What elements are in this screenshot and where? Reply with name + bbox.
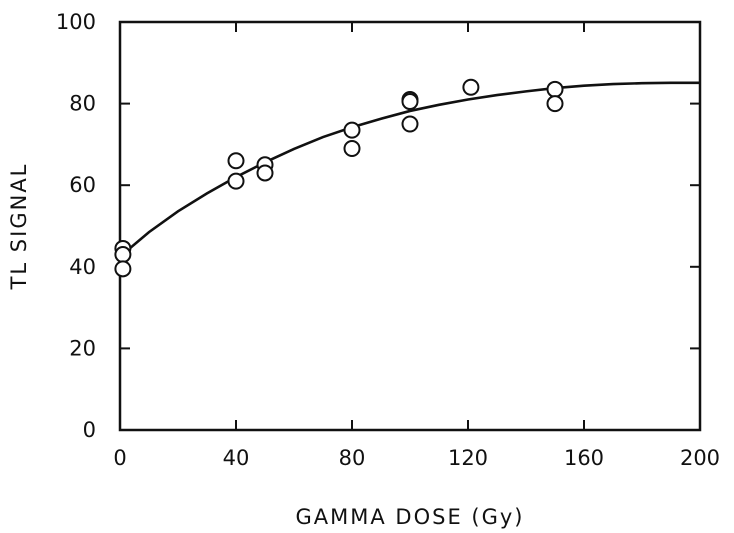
data-point xyxy=(114,246,132,264)
data-point xyxy=(343,139,361,157)
x-tick-label: 80 xyxy=(339,446,366,470)
y-tick-label: 100 xyxy=(56,10,96,34)
data-point xyxy=(546,80,564,98)
y-tick-label: 40 xyxy=(69,255,96,279)
fit-layer xyxy=(119,81,700,258)
plot-frame xyxy=(118,20,702,432)
data-point xyxy=(462,78,480,96)
x-tick-label: 120 xyxy=(448,446,488,470)
x-tick-label: 0 xyxy=(113,446,126,470)
y-tick-label: 80 xyxy=(69,92,96,116)
x-axis-title: GAMMA DOSE (Gy) xyxy=(296,505,525,529)
fit-curve xyxy=(119,81,700,258)
data-point xyxy=(401,115,419,133)
tick-labels: 0 40 80 120 160 200 0 20 40 60 80 100 xyxy=(56,10,720,470)
x-tick-label: 200 xyxy=(680,446,720,470)
data-point xyxy=(546,95,564,113)
x-tick-label: 40 xyxy=(223,446,250,470)
plot-frame-group xyxy=(118,20,702,432)
data-point xyxy=(227,172,245,190)
data-point xyxy=(114,260,132,278)
data-point xyxy=(227,152,245,170)
x-tick-label: 160 xyxy=(564,446,604,470)
data-point xyxy=(401,93,419,111)
y-axis-title: TL SIGNAL xyxy=(7,163,31,291)
data-point xyxy=(256,164,274,182)
points-layer xyxy=(114,78,564,278)
y-tick-label: 60 xyxy=(69,173,96,197)
data-point xyxy=(343,121,361,139)
y-tick-label: 20 xyxy=(69,336,96,360)
y-tick-label: 0 xyxy=(83,418,96,442)
